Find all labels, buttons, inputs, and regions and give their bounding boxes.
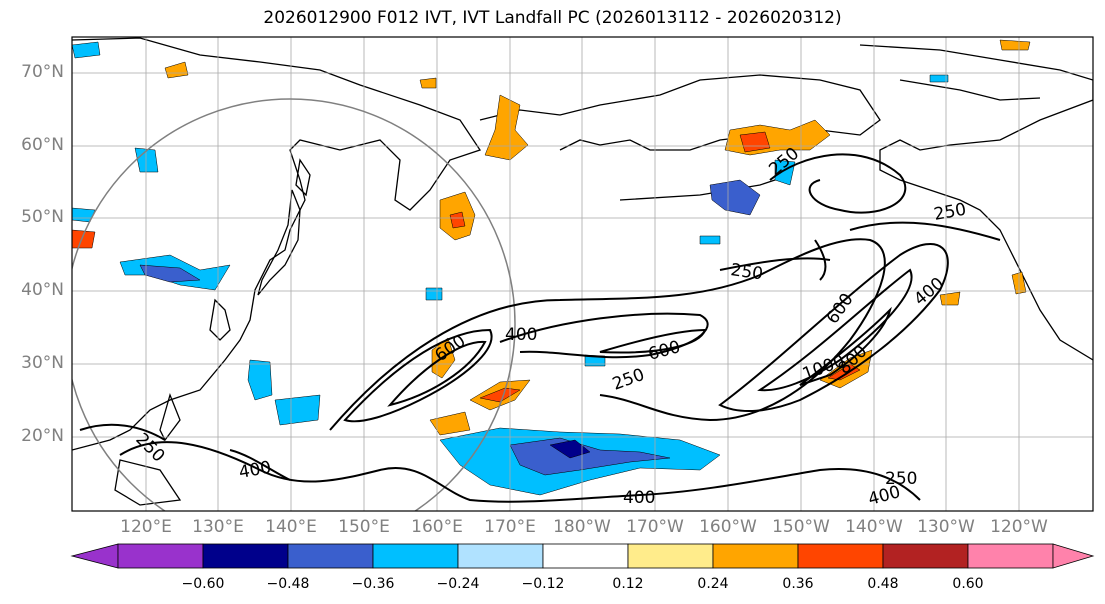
lon-label: 150°W xyxy=(772,517,830,537)
colorbar-arrow-high xyxy=(1052,543,1095,569)
map-frame xyxy=(71,36,1094,512)
contour-label: 400 xyxy=(623,488,655,508)
colorbar-segment xyxy=(202,543,289,569)
colorbar-segment xyxy=(882,543,969,569)
colorbar-tick: −0.24 xyxy=(436,576,480,592)
lat-label: 50°N xyxy=(21,207,64,227)
shaded-anomalies xyxy=(72,39,1031,496)
contour-label: 600 xyxy=(823,290,858,328)
colorbar-segment xyxy=(712,543,799,569)
colorbar-arrow-low xyxy=(70,543,119,569)
colorbar-tick: −0.60 xyxy=(181,576,225,592)
colorbar xyxy=(70,543,1095,569)
lon-label: 150°E xyxy=(338,517,390,537)
lon-label: 170°W xyxy=(626,517,684,537)
colorbar-segment xyxy=(287,543,374,569)
colorbar-segment xyxy=(627,543,714,569)
contour-label: 250 xyxy=(932,200,967,225)
lon-label: 130°E xyxy=(192,517,244,537)
lon-label: 120°W xyxy=(990,517,1048,537)
contour-label: 250 xyxy=(610,365,647,395)
lon-label: 170°E xyxy=(484,517,536,537)
colorbar-tick: 0.24 xyxy=(697,576,729,592)
lat-label: 20°N xyxy=(21,426,64,446)
lon-label: 160°W xyxy=(699,517,757,537)
colorbar-tick: 0.36 xyxy=(782,576,814,592)
colorbar-segment xyxy=(457,543,544,569)
colorbar-tick: 0.12 xyxy=(612,576,644,592)
colorbar-tick: −0.48 xyxy=(266,576,310,592)
colorbar-segment xyxy=(117,543,204,569)
lon-label: 140°E xyxy=(265,517,317,537)
lon-label: 130°W xyxy=(917,517,975,537)
lat-label: 60°N xyxy=(21,135,64,155)
lon-label: 180°W xyxy=(553,517,611,537)
lon-label: 140°W xyxy=(845,517,903,537)
lon-label: 120°E xyxy=(120,517,172,537)
colorbar-segment xyxy=(372,543,459,569)
contour-label: 250 xyxy=(885,469,917,489)
lat-label: 70°N xyxy=(21,62,64,82)
colorbar-tick: −0.36 xyxy=(351,576,395,592)
colorbar-tick: 0.48 xyxy=(867,576,899,592)
contour-label: 400 xyxy=(237,458,272,483)
region-circle xyxy=(72,98,516,511)
contour-label: 400 xyxy=(866,482,903,510)
ivt-contours xyxy=(79,153,1001,503)
colorbar-segment xyxy=(967,543,1054,569)
map-grid xyxy=(72,37,1093,511)
lat-label: 30°N xyxy=(21,353,64,373)
lon-label: 160°E xyxy=(411,517,463,537)
contour-label: 250 xyxy=(729,260,764,284)
colorbar-tick: −0.12 xyxy=(521,576,565,592)
colorbar-segment xyxy=(542,543,629,569)
lat-label: 40°N xyxy=(21,280,64,300)
contour-label: 400 xyxy=(505,325,537,345)
colorbar-segment xyxy=(797,543,884,569)
contour-label: 600 xyxy=(646,337,683,365)
colorbar-tick: 0.60 xyxy=(952,576,984,592)
map-panel: 400 600 250 600 400 250 600 800 1000 250… xyxy=(72,37,1093,511)
map-title: 2026012900 F012 IVT, IVT Landfall PC (20… xyxy=(263,8,842,28)
